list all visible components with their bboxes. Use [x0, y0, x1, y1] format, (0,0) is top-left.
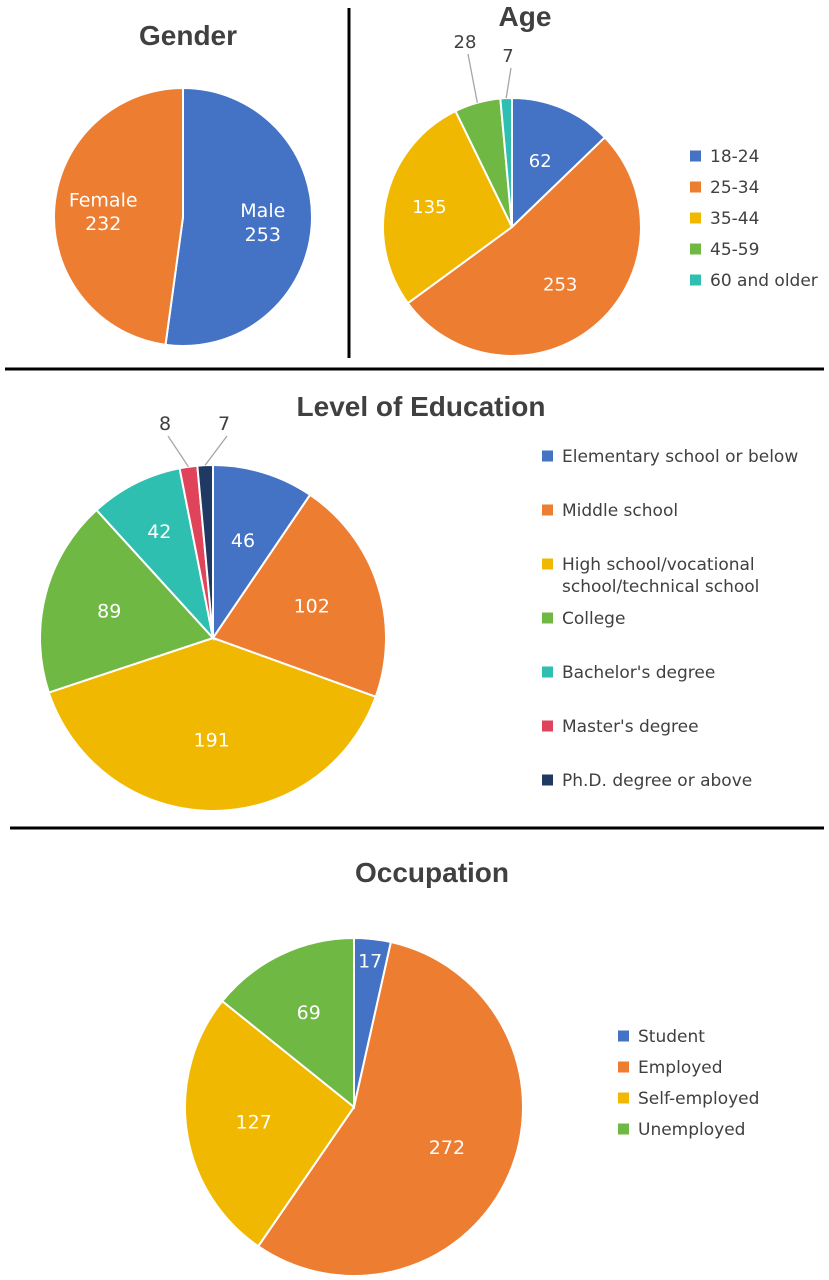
pie-slice-bachelor-s-degree	[95, 467, 215, 642]
data-label-female: Female 232	[69, 189, 138, 235]
data-label-ph-d-degree-or-above: 7	[218, 413, 230, 435]
legend-swatch-60-and-older	[690, 274, 701, 286]
legend-label-master-s-degree: Master's degree	[562, 717, 699, 737]
data-label-college: 89	[97, 601, 121, 623]
pie-slice-female	[53, 86, 184, 346]
chart-title: Occupation	[355, 857, 509, 888]
legend-label-35-44: 35-44	[710, 209, 759, 229]
chart-title: Level of Education	[297, 391, 546, 422]
data-label-bachelor-s-degree: 42	[147, 521, 171, 543]
legend-swatch-bachelor-s-degree	[542, 666, 553, 678]
legend-label-unemployed: Unemployed	[638, 1120, 745, 1140]
data-label-45-59: 28	[454, 32, 477, 53]
chart-title: Gender	[139, 20, 237, 51]
legend-swatch-middle-school	[542, 504, 553, 516]
pie-chart-age: Age 62 253 135 28 7 18-24 25-34 35-44 45-59 60 and…	[382, 1, 818, 357]
data-label-35-44: 135	[412, 197, 446, 218]
data-label-25-34: 253	[543, 275, 577, 296]
data-label-unemployed: 69	[297, 1002, 321, 1024]
legend-label-student: Student	[638, 1027, 705, 1047]
legend-label-60-and-older: 60 and older	[710, 271, 818, 291]
leader-line-master-s-degree	[167, 435, 189, 468]
pie-chart-occupation: Occupation 17 272 127 69 Student Employed Self-…	[184, 857, 759, 1277]
legend-label-bachelor-s-degree: Bachelor's degree	[562, 663, 715, 683]
legend-swatch-employed	[618, 1061, 629, 1073]
legend-label-self-employed: Self-employed	[638, 1089, 759, 1109]
legend: Student Employed Self-employed Unemployed	[618, 1027, 759, 1140]
legend-swatch-elementary-school-or-below	[542, 450, 553, 462]
data-label-master-s-degree: 8	[159, 413, 171, 435]
chart-title: Age	[499, 1, 552, 32]
legend-label-employed: Employed	[638, 1058, 723, 1078]
data-label-60-and-older: 7	[502, 46, 513, 67]
pie-slice-unemployed	[220, 936, 355, 1110]
pie-chart-level-of-education: Level of Education 46 102 191 89 42 8 7 Elementa…	[39, 391, 798, 812]
data-label-18-24: 62	[529, 151, 552, 172]
legend-swatch-high-school-vocational-school-technical-school	[542, 558, 553, 570]
data-label-employed: 272	[429, 1137, 465, 1159]
data-label-self-employed: 127	[236, 1111, 272, 1133]
legend: Elementary school or below Middle school H…	[542, 447, 798, 791]
legend-label-25-34: 25-34	[710, 178, 759, 198]
leader-line-60-and-older	[505, 67, 512, 99]
pie-slice-18-24	[511, 96, 607, 230]
data-label-high-school-vocational-school-technical-school: 191	[194, 730, 230, 752]
legend: 18-24 25-34 35-44 45-59 60 and older	[690, 147, 818, 291]
legend-swatch-student	[618, 1030, 629, 1042]
legend-swatch-45-59	[690, 243, 701, 255]
pie-slice-middle-school	[211, 493, 387, 699]
pie-slice-self-employed	[184, 999, 356, 1248]
pie-chart-gender: Gender Male 253 Female 232	[53, 20, 313, 347]
legend-swatch-college	[542, 612, 553, 624]
data-label-student: 17	[358, 951, 382, 973]
legend-swatch-25-34	[690, 181, 701, 193]
pie-slice-employed	[256, 940, 524, 1277]
legend-swatch-unemployed	[618, 1123, 629, 1135]
legend-swatch-ph-d-degree-or-above	[542, 774, 553, 786]
pie-slice-college	[39, 508, 215, 694]
data-label-male: Male 253	[240, 200, 285, 246]
legend-swatch-35-44	[690, 212, 701, 224]
pie-slice-male	[164, 86, 313, 347]
legend-label-ph-d-degree-or-above: Ph.D. degree or above	[562, 771, 752, 791]
legend-label-elementary-school-or-below: Elementary school or below	[562, 447, 798, 467]
pie-slice-35-44	[382, 109, 514, 305]
pie-slice-elementary-school-or-below	[212, 463, 312, 642]
leader-line-45-59	[467, 53, 478, 103]
pie-slice-high-school-vocational-school-technical-school	[47, 636, 378, 812]
leader-line-ph-d-degree-or-above	[204, 435, 228, 466]
legend-swatch-18-24	[690, 150, 701, 162]
legend-label-18-24: 18-24	[710, 147, 759, 167]
pie-slice-25-34	[406, 136, 642, 357]
data-label-elementary-school-or-below: 46	[231, 530, 255, 552]
legend-swatch-self-employed	[618, 1092, 629, 1104]
legend-label-high-school-vocational-school-technical-school: High school/vocational school/technical s…	[562, 555, 759, 597]
legend-swatch-master-s-degree	[542, 720, 553, 732]
charts-layer: Gender Male 253 Female 232 Age 62 253 135 28 7 18-2…	[39, 1, 818, 1277]
legend-label-45-59: 45-59	[710, 240, 759, 260]
pie-slice-60-and-older	[499, 96, 513, 228]
data-label-middle-school: 102	[294, 596, 330, 618]
legend-label-college: College	[562, 609, 625, 629]
legend-label-middle-school: Middle school	[562, 501, 678, 521]
